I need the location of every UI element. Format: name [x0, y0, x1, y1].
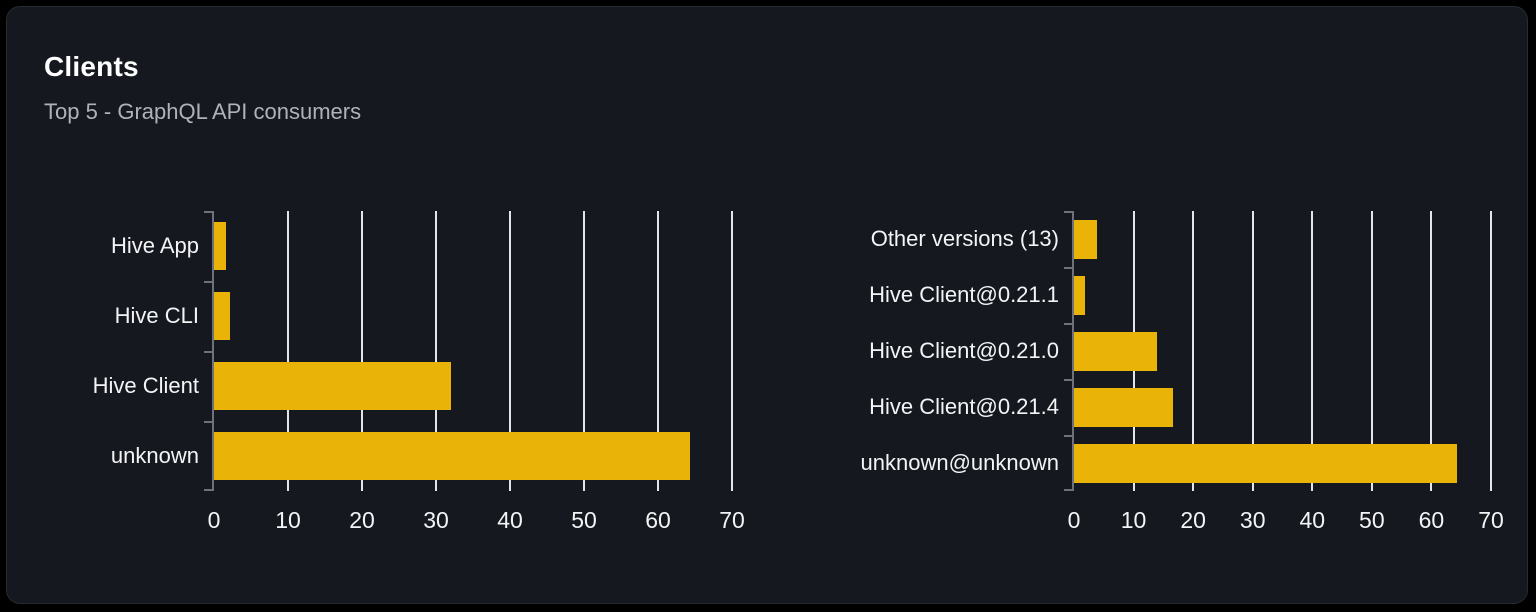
- category-label: Other versions (13): [870, 226, 1059, 251]
- y-axis-tick: [204, 281, 212, 283]
- y-axis-tick: [204, 351, 212, 353]
- bar[interactable]: [214, 292, 230, 340]
- bar[interactable]: [1074, 443, 1458, 483]
- y-axis-tick: [1064, 379, 1072, 381]
- clients-card: Clients Top 5 - GraphQL API consumers Hi…: [6, 6, 1528, 604]
- x-tick-label: 30: [1239, 507, 1266, 533]
- x-tick-label: 60: [1418, 507, 1445, 533]
- clients-by-version-chart: Other versions (13) Hive Client@0.21.1 Hiv…: [7, 7, 1527, 603]
- bar[interactable]: [214, 222, 226, 270]
- card-subtitle: Top 5 - GraphQL API consumers: [44, 99, 362, 124]
- category-label: Hive Client@0.21.4: [869, 394, 1059, 419]
- gridline: [731, 211, 733, 491]
- gridline: [1370, 211, 1373, 491]
- x-tick-label: 30: [423, 507, 449, 533]
- x-tick-label: 40: [1299, 507, 1326, 533]
- gridline: [1251, 211, 1254, 491]
- x-tick-label: 0: [1067, 507, 1081, 533]
- x-tick-label: 10: [275, 507, 301, 533]
- bar[interactable]: [1074, 275, 1085, 315]
- gridline: [1490, 211, 1492, 491]
- y-axis-tick: [1064, 435, 1072, 437]
- x-tick-label: 20: [1180, 507, 1206, 533]
- gridline: [657, 211, 659, 491]
- bar[interactable]: [1074, 219, 1098, 259]
- category-label: Hive Client@0.21.1: [869, 282, 1059, 307]
- y-axis-line: [212, 211, 214, 491]
- x-tick-label: 50: [571, 507, 597, 533]
- clients-by-name-chart: Hive App Hive CLI Hive Client unknown 0 10 20 3…: [7, 7, 1527, 603]
- gridline: [509, 211, 511, 491]
- category-label: Hive App: [110, 233, 199, 258]
- x-tick-label: 20: [349, 507, 375, 533]
- gridline: [1430, 211, 1433, 491]
- bar[interactable]: [1074, 387, 1173, 427]
- gridline: [1192, 211, 1195, 491]
- y-axis-tick: [1064, 211, 1072, 213]
- x-tick-label: 70: [719, 507, 745, 533]
- x-tick-label: 70: [1478, 507, 1504, 533]
- y-axis-tick: [204, 211, 212, 213]
- category-label: Hive CLI: [114, 303, 199, 328]
- gridline: [1311, 211, 1314, 491]
- gridline: [361, 211, 363, 491]
- category-label: unknown@unknown: [860, 450, 1059, 475]
- y-axis-tick: [1064, 323, 1072, 325]
- y-axis-line: [1072, 211, 1074, 491]
- y-axis-tick: [204, 421, 212, 423]
- gridline: [435, 211, 437, 491]
- x-tick-label: 40: [497, 507, 523, 533]
- x-tick-label: 0: [207, 507, 221, 533]
- y-axis-tick: [204, 489, 212, 491]
- gridline: [287, 211, 289, 491]
- category-label: unknown: [110, 443, 199, 468]
- category-label: Hive Client@0.21.0: [869, 338, 1059, 363]
- y-axis-tick: [1064, 267, 1072, 269]
- bar[interactable]: [214, 362, 451, 410]
- bar[interactable]: [1074, 331, 1157, 371]
- gridline: [583, 211, 585, 491]
- x-tick-label: 50: [1359, 507, 1385, 533]
- x-tick-label: 10: [1120, 507, 1147, 533]
- y-axis-tick: [1064, 489, 1072, 491]
- bar[interactable]: [214, 432, 690, 480]
- x-tick-label: 60: [645, 507, 671, 533]
- category-label: Hive Client: [92, 373, 199, 398]
- card-title: Clients: [44, 51, 139, 82]
